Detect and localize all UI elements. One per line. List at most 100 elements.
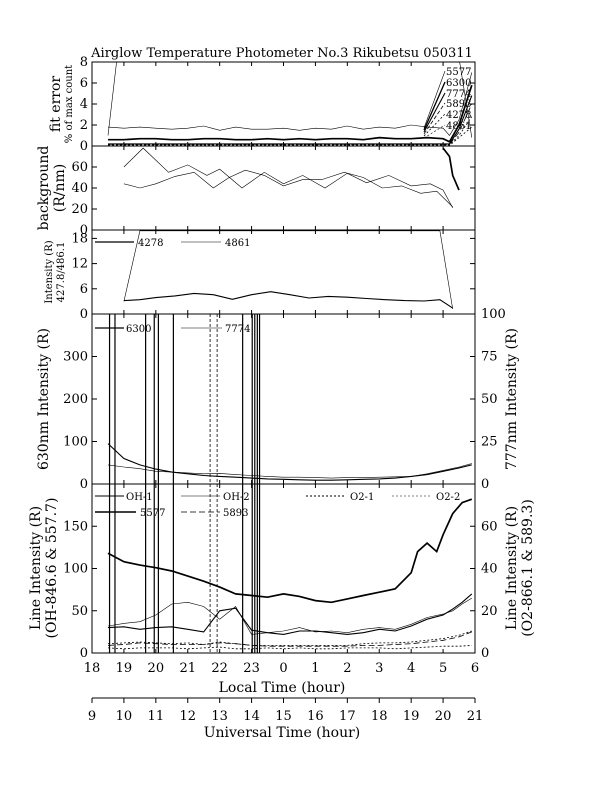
legend-connector: [423, 81, 446, 131]
legend-label-6300: 6300: [446, 78, 471, 89]
legend-label-4278: 4278: [446, 110, 471, 121]
series-line-fit-error-6: [107, 62, 473, 138]
y-tick-label: 6: [80, 76, 88, 91]
y-tick-label-right: 0: [481, 477, 489, 492]
y-tick-label: 0: [80, 646, 88, 661]
fit-error-series: [92, 62, 475, 146]
x-tick-label-local: 19: [116, 661, 133, 676]
y-tick-label: 50: [71, 604, 88, 619]
y-tick-label: 8: [80, 55, 88, 70]
series-line-4861: [123, 230, 453, 310]
intensity-4278-4861-panel: 0 6 12 18 Intensity (R) 427.8/486.1 4278 48…: [44, 229, 476, 322]
fit-error-ylabel-unit: % of max count: [64, 65, 75, 143]
fit-error-legend: 5577 6300 7774 5893 4278 4861: [423, 67, 471, 139]
x-tick-label-ut: 12: [179, 709, 196, 724]
legend-label-oh1: OH-1: [126, 492, 153, 503]
legend-connector: [423, 113, 446, 137]
series-line-fit-error-0: [107, 72, 473, 137]
y-tick-label-right: 60: [481, 519, 498, 534]
y-tick-label-right: 25: [481, 435, 498, 450]
background-y-ticks: 0 20 40 60: [71, 160, 475, 238]
x-tick-label-ut: 17: [339, 709, 356, 724]
spike-lines: [108, 314, 261, 653]
series-line-6300: [107, 443, 472, 481]
legend-label-7774-b: 7774: [225, 324, 250, 335]
series-line-background-2: [442, 147, 460, 191]
local-time-axis: 18 19 20 21 22 23 0 1 2 3 4 5 6: [84, 661, 479, 676]
series-line-7774: [107, 463, 472, 479]
y-tick-label: 150: [63, 519, 88, 534]
y-tick-label: 200: [63, 392, 88, 407]
y-tick-label: 6: [80, 282, 88, 297]
x-tick-label-local: 2: [343, 661, 351, 676]
legend-label-5893-b: 5893: [223, 508, 248, 519]
x-tick-label-local: 23: [243, 661, 260, 676]
series-line-fit-error-2: [108, 95, 473, 145]
legend-label-7774: 7774: [446, 89, 471, 100]
series-line-fit-error-5: [108, 126, 473, 146]
series-line-fit-error-1: [108, 84, 473, 143]
x-tick-label-ut: 10: [116, 709, 133, 724]
y-tick-label-right: 100: [481, 307, 506, 322]
y-tick-label: 60: [71, 160, 88, 175]
y-tick-label: 0: [80, 139, 88, 154]
x-tick-label-ut: 14: [243, 709, 260, 724]
series-line-o2-2: [107, 630, 472, 646]
x-tick-label-ut: 18: [371, 709, 388, 724]
x-tick-label-ut: 21: [467, 709, 484, 724]
x-tick-label-local: 1: [311, 661, 319, 676]
background-ylabel: background: [36, 146, 52, 231]
line-intensity-legend: OH-1 OH-2 O2-1 O2-2 5577 5893: [95, 492, 460, 519]
line-intensity-right-y-ticks: 0 20 40 60: [481, 519, 498, 661]
y-tick-label: 0: [80, 307, 88, 322]
legend-label-4278-b: 4278: [138, 238, 163, 249]
series-line-background-0: [123, 147, 453, 209]
series-line-background-1: [123, 169, 453, 208]
universal-time-label: Universal Time (hour): [204, 725, 361, 741]
series-line-oh-1: [107, 593, 473, 635]
legend-label-5893: 5893: [446, 99, 471, 110]
y-tick-label: 100: [63, 562, 88, 577]
series-line-oh-2: [107, 597, 472, 635]
intensity-630-ylabel: 630nm Intensity (R): [36, 328, 52, 470]
legend-connector: [423, 70, 446, 129]
x-tick-label-local: 0: [279, 661, 287, 676]
line-intensity-right-ylabel-species: (O2-866.1 & 589.3): [520, 499, 536, 637]
x-tick-label-local: 3: [375, 661, 383, 676]
y-tick-label: 0: [80, 223, 88, 238]
legend-connector: [423, 102, 446, 135]
x-tick-label-local: 21: [179, 661, 196, 676]
legend-label-5577-b: 5577: [140, 508, 165, 519]
fit-error-panel: 0 2 4 6 8 fit error % of max count 5577 6300…: [48, 55, 476, 154]
line-intensity-series: [92, 484, 475, 653]
x-tick-label-local: 6: [471, 661, 479, 676]
y-tick-label-right: 20: [481, 604, 498, 619]
background-series: [92, 146, 475, 230]
line-intensity-panel: 0 50 100 150 0 20 40 60 Line Intensity (R) (OH…: [28, 483, 536, 661]
y-tick-label: 12: [71, 257, 88, 272]
y-tick-label-right: 40: [481, 562, 498, 577]
intensity-630-777-legend: 6300 7774: [95, 324, 250, 335]
intensity-4278-4861-ylabel-wavelengths: 427.8/486.1: [56, 242, 67, 303]
intensity-4278-4861-series: [92, 230, 475, 314]
y-tick-label: 2: [80, 118, 88, 133]
x-tick-label-local: 4: [407, 661, 415, 676]
intensity-630-777-series: [92, 314, 475, 484]
line-intensity-ylabel: Line Intensity (R): [28, 506, 44, 630]
chart-title: Airglow Temperature Photometer No.3 Riku…: [90, 46, 473, 61]
legend-label-o21: O2-1: [350, 492, 374, 503]
intensity-4278-4861-y-ticks: 0 6 12 18: [71, 231, 475, 322]
y-tick-label: 4: [80, 97, 88, 112]
legend-connector: [423, 124, 446, 139]
local-time-label: Local Time (hour): [219, 680, 346, 696]
intensity-777-y-ticks: 0 25 50 75 100: [481, 307, 506, 492]
series-line-fit-error-3: [108, 103, 473, 145]
series-line-5893: [107, 631, 472, 647]
series-line-fit-error-4: [108, 116, 473, 146]
line-intensity-y-ticks: 0 50 100 150: [63, 519, 475, 661]
y-tick-label-right: 0: [481, 646, 489, 661]
y-tick-label: 40: [71, 181, 88, 196]
legend-label-4861: 4861: [446, 121, 471, 132]
legend-connector: [423, 92, 446, 133]
